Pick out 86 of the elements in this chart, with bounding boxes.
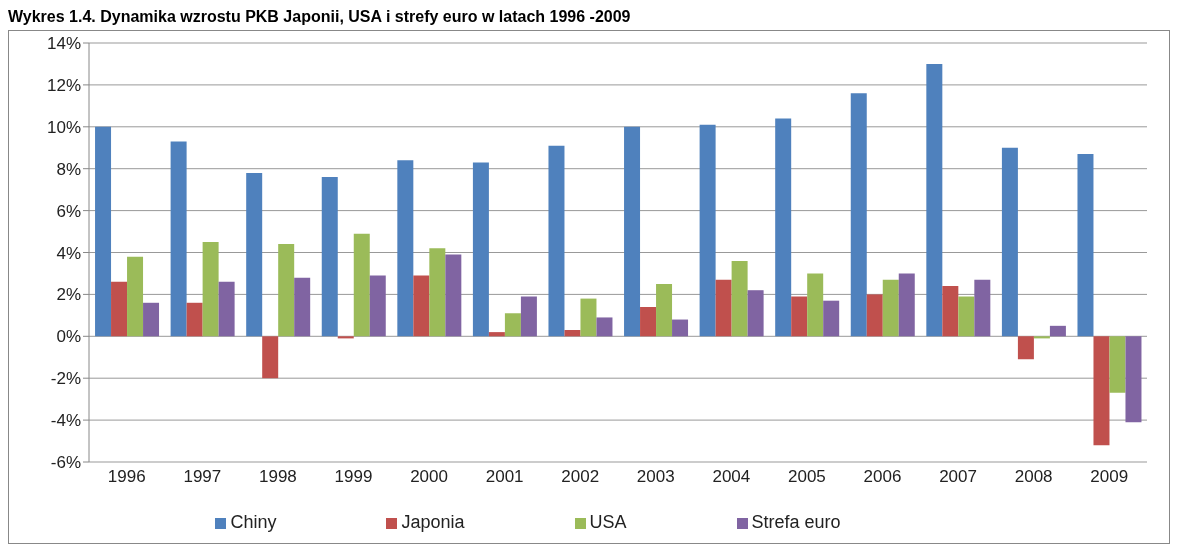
- bar: [246, 172, 263, 337]
- y-tick-label: 14%: [46, 34, 81, 54]
- bar: [353, 233, 370, 337]
- bar: [127, 256, 144, 337]
- x-tick-label: 2002: [561, 467, 600, 487]
- x-tick-label: 1997: [183, 467, 222, 487]
- legend-label: Chiny: [230, 512, 277, 532]
- legend-label: USA: [589, 512, 627, 532]
- bar: [170, 141, 187, 337]
- y-tick-label: -2%: [50, 369, 81, 389]
- bar: [488, 332, 505, 337]
- bar: [850, 93, 867, 337]
- bar: [186, 302, 203, 337]
- x-tick-label: 2004: [712, 467, 751, 487]
- bar: [413, 275, 430, 337]
- x-tick-label: 1999: [334, 467, 373, 487]
- x-tick-label: 2005: [788, 467, 826, 487]
- bar: [262, 336, 279, 379]
- bar: [445, 254, 462, 337]
- bar: [882, 279, 899, 337]
- bar: [1017, 336, 1034, 360]
- bar: [202, 242, 219, 337]
- y-tick-label: 2%: [56, 285, 81, 305]
- x-tick-label: 2001: [485, 467, 524, 487]
- bar: [1109, 336, 1126, 393]
- bar: [672, 319, 689, 337]
- bar: [1033, 336, 1050, 339]
- y-tick-label: 10%: [46, 117, 81, 137]
- bar: [942, 286, 959, 337]
- bar: [747, 290, 764, 337]
- bar: [791, 296, 808, 337]
- bar: [866, 294, 883, 337]
- bar: [898, 273, 915, 337]
- chart-title: Wykres 1.4. Dynamika wzrostu PKB Japonii, USA i strefy euro w latach 1996 -2009: [8, 8, 632, 27]
- bar: [337, 336, 354, 339]
- bar: [278, 244, 295, 337]
- legend-label: Strefa euro: [751, 512, 841, 532]
- y-tick-label: 6%: [56, 201, 81, 221]
- bar: [143, 302, 160, 337]
- y-tick-label: -4%: [50, 411, 81, 431]
- y-tick-label: 0%: [56, 327, 81, 347]
- bar: [397, 160, 414, 337]
- bar: [974, 279, 991, 337]
- bar: [807, 273, 824, 337]
- bar: [111, 281, 128, 337]
- bar: [294, 277, 311, 337]
- bar: [926, 63, 943, 337]
- y-tick-label: -6%: [50, 453, 81, 473]
- bar: [699, 124, 716, 337]
- bar: [1049, 325, 1066, 337]
- bar: [596, 317, 613, 337]
- bar: [369, 275, 386, 337]
- bar: [95, 126, 112, 337]
- bar: [1125, 336, 1142, 423]
- x-tick-label: 2006: [863, 467, 902, 487]
- y-tick-label: 12%: [46, 75, 81, 95]
- bar: [1093, 336, 1110, 446]
- bar: [731, 260, 748, 337]
- bar: [775, 118, 792, 337]
- bar: [640, 306, 657, 337]
- bar: [321, 177, 338, 337]
- bar: [548, 145, 565, 337]
- y-tick-label: 8%: [56, 159, 81, 179]
- bar: [504, 313, 521, 337]
- x-tick-label: 2003: [636, 467, 675, 487]
- x-tick-label: 1996: [107, 467, 146, 487]
- x-tick-label: 2007: [939, 467, 977, 487]
- bar: [715, 279, 732, 337]
- x-tick-label: 2000: [410, 467, 448, 487]
- x-tick-label: 2008: [1014, 467, 1053, 487]
- bar: [656, 283, 673, 337]
- bar: [520, 296, 537, 337]
- x-tick-label: 1998: [259, 467, 297, 487]
- bar: [823, 300, 840, 337]
- bar: [429, 248, 446, 337]
- bar: [218, 281, 235, 337]
- bar: [472, 162, 489, 337]
- bar: [564, 330, 581, 337]
- x-tick-label: 2009: [1090, 467, 1129, 487]
- bar: [1077, 154, 1094, 337]
- bar: [958, 296, 975, 337]
- bar: [1001, 147, 1018, 337]
- legend-label: Japonia: [401, 512, 465, 532]
- bar: [580, 298, 597, 337]
- y-tick-label: 4%: [56, 243, 81, 263]
- bar: [624, 126, 641, 337]
